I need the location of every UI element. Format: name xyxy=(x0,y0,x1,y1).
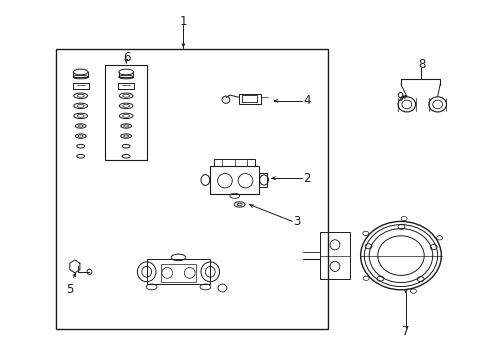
Bar xyxy=(320,232,349,279)
Bar xyxy=(242,95,256,102)
Bar xyxy=(146,259,210,284)
Text: 7: 7 xyxy=(401,325,409,338)
Bar xyxy=(118,83,134,89)
Bar xyxy=(210,166,259,194)
Bar xyxy=(238,94,260,104)
Bar xyxy=(56,49,327,329)
Bar xyxy=(214,159,255,166)
Bar xyxy=(105,65,146,160)
Text: 5: 5 xyxy=(65,283,73,296)
Text: 3: 3 xyxy=(293,215,300,228)
Bar xyxy=(161,264,195,282)
Bar xyxy=(73,83,88,89)
Text: 6: 6 xyxy=(123,51,131,64)
Text: 2: 2 xyxy=(303,172,310,185)
Text: 9: 9 xyxy=(395,91,403,104)
Text: 1: 1 xyxy=(179,15,187,28)
Text: 8: 8 xyxy=(417,58,425,71)
Text: 4: 4 xyxy=(303,94,310,107)
